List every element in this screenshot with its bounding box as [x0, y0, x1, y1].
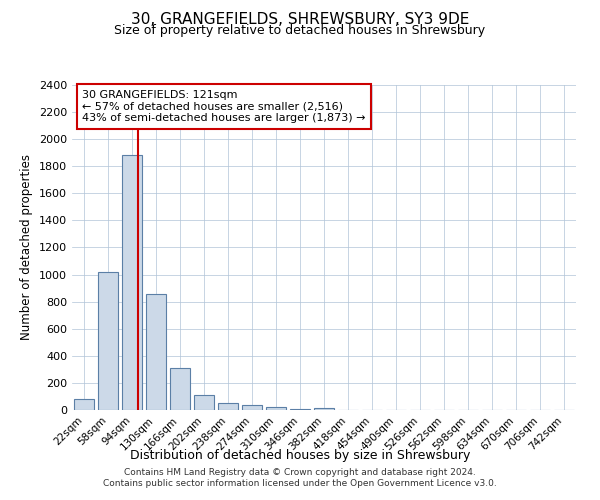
- Text: 30 GRANGEFIELDS: 121sqm
← 57% of detached houses are smaller (2,516)
43% of semi: 30 GRANGEFIELDS: 121sqm ← 57% of detache…: [82, 90, 365, 123]
- Bar: [170, 368, 190, 410]
- Bar: [266, 406, 286, 410]
- Bar: [194, 395, 214, 410]
- Y-axis label: Number of detached properties: Number of detached properties: [20, 154, 34, 340]
- Bar: [98, 272, 118, 410]
- Bar: [290, 408, 310, 410]
- Bar: [218, 403, 238, 410]
- Bar: [314, 408, 334, 410]
- Bar: [74, 399, 94, 410]
- Bar: [242, 404, 262, 410]
- Bar: [122, 156, 142, 410]
- Text: Distribution of detached houses by size in Shrewsbury: Distribution of detached houses by size …: [130, 448, 470, 462]
- Text: Contains HM Land Registry data © Crown copyright and database right 2024.
Contai: Contains HM Land Registry data © Crown c…: [103, 468, 497, 487]
- Bar: [146, 294, 166, 410]
- Text: 30, GRANGEFIELDS, SHREWSBURY, SY3 9DE: 30, GRANGEFIELDS, SHREWSBURY, SY3 9DE: [131, 12, 469, 28]
- Text: Size of property relative to detached houses in Shrewsbury: Size of property relative to detached ho…: [115, 24, 485, 37]
